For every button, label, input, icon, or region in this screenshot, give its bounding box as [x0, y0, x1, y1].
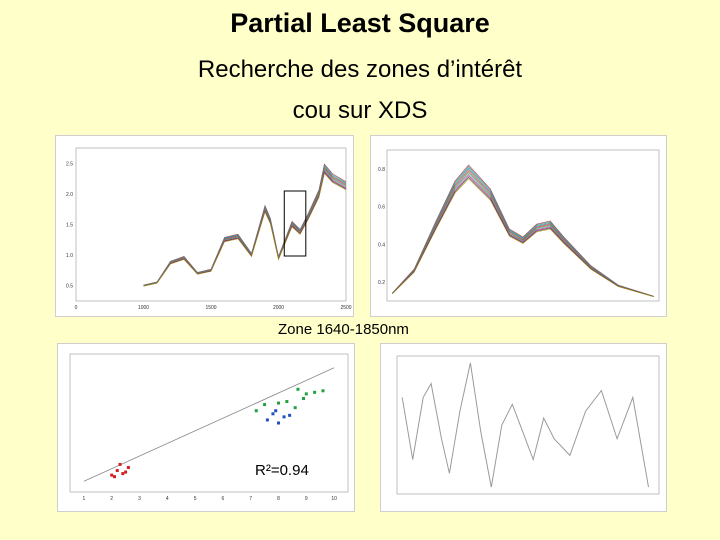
zoom-spectra-panel: 0.8 0.6 0.4 0.2	[370, 135, 667, 317]
scatter-point	[265, 418, 269, 422]
spectrum-line	[392, 173, 654, 297]
y-tick-label: 0.2	[378, 280, 385, 286]
x-tick-label: 5	[194, 496, 197, 502]
coefficients-panel	[380, 343, 667, 512]
zoom-spectra-chart: 0.8 0.6 0.4 0.2	[378, 149, 660, 302]
scatter-point	[121, 472, 125, 476]
x-tick-label: 9	[305, 496, 308, 502]
scatter-point	[285, 400, 289, 404]
spectrum-line	[143, 168, 347, 286]
spectrum-line	[143, 172, 347, 287]
x-tick-label: 6	[222, 496, 225, 502]
spectrum-line	[392, 164, 654, 297]
y-tick-label: 0.6	[378, 205, 385, 211]
spectrum-line	[392, 169, 654, 297]
spectrum-line	[392, 167, 654, 297]
regression-scatter-chart: 1 2 3 4 5 6 7 8 9 10	[69, 353, 349, 502]
coefficient-line	[401, 362, 649, 488]
y-tick-label: 2.0	[66, 192, 73, 198]
scatter-point	[302, 396, 306, 400]
y-tick-label: 1.5	[66, 223, 73, 229]
slide-subtitle-line2: cou sur XDS	[292, 97, 428, 124]
x-tick-label: 0	[75, 305, 78, 311]
scatter-point	[118, 462, 122, 466]
regression-panel: 1 2 3 4 5 6 7 8 9 10	[57, 343, 355, 512]
spectrum-line	[143, 165, 347, 286]
scatter-point	[293, 406, 297, 410]
spectrum-line	[143, 163, 347, 286]
y-tick-label: 0.8	[378, 167, 385, 173]
zone-selection-box	[283, 190, 307, 257]
scatter-point	[282, 415, 286, 419]
x-tick-label: 3	[138, 496, 141, 502]
full-spectra-panel: 2.5 2.0 1.5 1.0 0.5 0 1000 1500 2000 2500	[55, 135, 354, 317]
spectrum-line	[143, 170, 347, 287]
scatter-point	[296, 387, 300, 391]
scatter-point	[126, 465, 130, 469]
spectrum-line	[143, 171, 347, 287]
scatter-point	[112, 475, 116, 479]
y-tick-label: 2.5	[66, 161, 73, 167]
scatter-point	[263, 403, 267, 407]
plot-frame	[396, 355, 660, 495]
scatter-point	[124, 470, 128, 474]
slide-subtitle-line1: Recherche des zones d’intérêt	[197, 56, 523, 83]
x-tick-label: 4	[166, 496, 169, 502]
x-tick-label: 1500	[205, 305, 216, 311]
y-tick-label: 1.0	[66, 253, 73, 259]
coefficients-chart	[396, 355, 660, 495]
x-tick-label: 1	[83, 496, 86, 502]
x-tick-label: 2	[110, 496, 113, 502]
y-tick-label: 0.4	[378, 242, 385, 248]
scatter-point	[304, 392, 308, 396]
spectrum-line	[392, 178, 654, 297]
x-tick-label: 10	[331, 496, 337, 502]
r2-caption: R²=0.94	[255, 462, 309, 479]
scatter-point	[313, 390, 317, 394]
slide-title: Partial Least Square	[230, 8, 490, 38]
spectrum-line	[143, 167, 347, 286]
scatter-point	[288, 413, 292, 417]
x-tick-label: 2000	[273, 305, 284, 311]
zone-caption: Zone 1640-1850nm	[278, 321, 409, 338]
spectrum-line	[392, 170, 654, 297]
scatter-point	[110, 473, 114, 477]
scatter-point	[274, 409, 278, 413]
scatter-point	[321, 389, 325, 393]
scatter-point	[115, 469, 119, 473]
plot-frame	[69, 353, 349, 493]
spectrum-line	[392, 166, 654, 297]
x-tick-label: 7	[249, 496, 252, 502]
scatter-point	[277, 421, 280, 425]
scatter-point	[271, 412, 275, 416]
scatter-point	[254, 409, 258, 413]
x-tick-label: 1000	[138, 305, 149, 311]
scatter-point	[277, 401, 280, 405]
spectrum-line	[143, 164, 347, 286]
fit-line	[83, 367, 335, 482]
x-tick-label: 8	[277, 496, 280, 502]
spectrum-line	[143, 166, 347, 286]
spectrum-line	[392, 175, 654, 297]
spectrum-line	[143, 169, 347, 287]
plot-frame	[75, 147, 347, 302]
plot-frame	[386, 149, 660, 302]
y-tick-label: 0.5	[66, 284, 73, 290]
x-tick-label: 2500	[340, 305, 351, 311]
spectrum-line	[392, 176, 654, 297]
spectrum-line	[392, 172, 654, 297]
full-spectra-chart: 2.5 2.0 1.5 1.0 0.5 0 1000 1500 2000 2500	[66, 147, 352, 311]
